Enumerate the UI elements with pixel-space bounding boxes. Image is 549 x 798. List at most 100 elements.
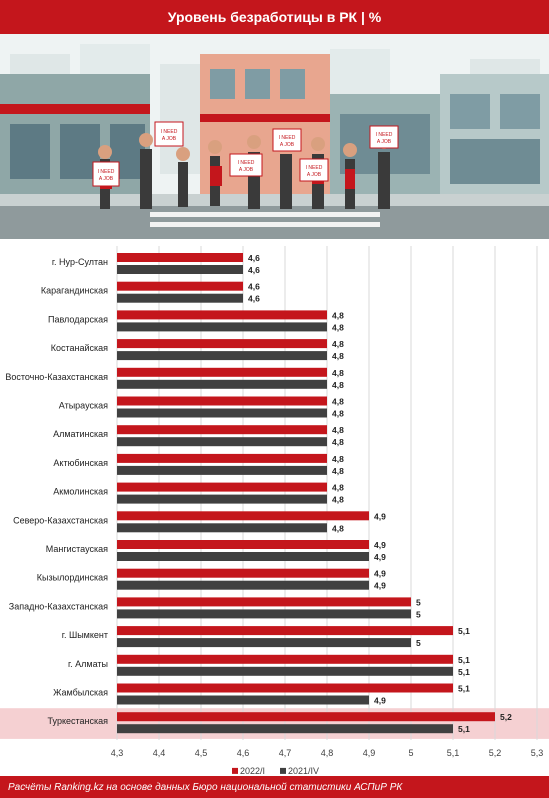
bar-2022-I (117, 654, 453, 664)
bar-2022-I (117, 281, 243, 291)
data-label-2022-I: 4,8 (332, 483, 344, 493)
bar-2022-I (117, 453, 327, 463)
category-label: Северо-Казахстанская (13, 515, 108, 525)
data-label-2022-I: 4,8 (332, 425, 344, 435)
legend-label-2021-IV: 2021/IV (288, 766, 319, 775)
data-label-2022-I: 4,9 (374, 569, 386, 579)
x-tick-label: 5,3 (531, 748, 544, 758)
data-label-2021-IV: 4,8 (332, 351, 344, 361)
chart-title: Уровень безработицы в РК | % (0, 0, 549, 34)
category-label: Кызылординская (37, 573, 108, 583)
data-label-2021-IV: 4,8 (332, 409, 344, 419)
bar-chart-container: г. Нур-Султан 4,6 4,6 Карагандинская 4,6 4,6 П… (0, 240, 549, 776)
svg-text:A JOB: A JOB (307, 172, 322, 178)
data-label-2022-I: 4,8 (332, 454, 344, 464)
data-label-2021-IV: 4,6 (248, 265, 260, 275)
sign-left: I NEED A JOB (92, 161, 120, 187)
data-label-2021-IV: 4,9 (374, 696, 386, 706)
data-label-2022-I: 4,8 (332, 339, 344, 349)
data-label-2021-IV: 5,1 (458, 667, 470, 677)
category-label: г. Алматы (68, 659, 108, 669)
bar-2021-IV (117, 695, 369, 705)
sign-mid-right: I NEED A JOB (272, 128, 302, 152)
bar-2021-IV (117, 351, 327, 361)
svg-text:I NEED: I NEED (98, 169, 115, 175)
bar-2021-IV (117, 465, 327, 475)
svg-text:A JOB: A JOB (280, 142, 295, 148)
data-label-2022-I: 4,9 (374, 511, 386, 521)
data-label-2021-IV: 5 (416, 638, 421, 648)
x-tick-label: 5 (408, 748, 413, 758)
bar-2022-I (117, 511, 369, 521)
svg-text:I NEED: I NEED (306, 165, 323, 171)
data-label-2022-I: 5,1 (458, 626, 470, 636)
sign-center: I NEED A JOB (229, 153, 263, 177)
data-label-2022-I: 5,2 (500, 712, 512, 722)
category-label: Алматинская (53, 429, 108, 439)
bar-2021-IV (117, 580, 369, 590)
x-tick-label: 4,4 (153, 748, 166, 758)
data-label-2022-I: 5 (416, 597, 421, 607)
bar-2022-I (117, 253, 243, 262)
bar-2022-I (117, 339, 327, 349)
bar-2022-I (117, 568, 369, 578)
data-label-2022-I: 4,6 (248, 253, 260, 263)
data-label-2021-IV: 4,8 (332, 466, 344, 476)
sign-mid-left: I NEED A JOB (154, 121, 184, 147)
data-label-2021-IV: 4,8 (332, 523, 344, 533)
unemployment-bar-chart: г. Нур-Султан 4,6 4,6 Карагандинская 4,6 4,6 П… (0, 246, 549, 776)
svg-text:A JOB: A JOB (99, 176, 114, 182)
data-label-2021-IV: 4,6 (248, 294, 260, 304)
bar-2022-I (117, 482, 327, 492)
city-street-illustration: I NEED A JOB I NEED A JOB I NEED A JOB I… (0, 34, 549, 239)
data-label-2022-I: 5,1 (458, 655, 470, 665)
svg-text:A JOB: A JOB (162, 136, 177, 142)
bar-2021-IV (117, 638, 411, 648)
bar-2022-I (117, 626, 453, 636)
bar-2022-I (117, 367, 327, 377)
svg-text:A JOB: A JOB (239, 167, 254, 173)
category-label: Восточно-Казахстанская (5, 372, 108, 382)
data-label-2022-I: 4,8 (332, 397, 344, 407)
data-label-2022-I: 4,8 (332, 368, 344, 378)
legend-swatch-2022-I (232, 767, 238, 774)
x-tick-label: 4,7 (279, 748, 292, 758)
svg-text:I NEED: I NEED (376, 132, 393, 138)
x-tick-label: 4,5 (195, 748, 208, 758)
protest-illustration: I NEED A JOB I NEED A JOB I NEED A JOB I… (0, 34, 549, 239)
data-label-2022-I: 4,6 (248, 282, 260, 292)
bar-2022-I (117, 310, 327, 320)
bar-2021-IV (117, 437, 327, 447)
x-tick-label: 4,9 (363, 748, 376, 758)
bar-2021-IV (117, 523, 327, 533)
bar-2022-I (117, 540, 369, 549)
sign-right-1: I NEED A JOB (299, 158, 329, 182)
data-label-2021-IV: 4,8 (332, 437, 344, 447)
bar-2022-I (117, 683, 453, 693)
bar-2021-IV (117, 322, 327, 332)
svg-text:I NEED: I NEED (238, 160, 255, 166)
bar-2022-I (117, 597, 411, 607)
bar-2021-IV (117, 494, 327, 504)
bar-2021-IV (117, 265, 243, 274)
source-footer: Расчёты Ranking.kz на основе данных Бюро… (0, 776, 549, 798)
data-label-2021-IV: 4,8 (332, 380, 344, 390)
category-label: г. Нур-Султан (52, 257, 108, 267)
data-label-2022-I: 5,1 (458, 684, 470, 694)
bar-2021-IV (117, 552, 369, 561)
x-tick-label: 5,2 (489, 748, 502, 758)
category-label: Атырауская (59, 401, 108, 411)
category-label: Павлодарская (48, 314, 108, 324)
data-label-2021-IV: 4,9 (374, 552, 386, 562)
bar-2022-I (117, 425, 327, 435)
x-tick-label: 4,6 (237, 748, 250, 758)
category-label: Западно-Казахстанская (9, 601, 108, 611)
x-tick-label: 5,1 (447, 748, 460, 758)
data-label-2021-IV: 4,8 (332, 495, 344, 505)
category-label: Актюбинская (53, 458, 108, 468)
bar-2021-IV (117, 408, 327, 418)
bar-2021-IV (117, 609, 411, 619)
category-label: Мангистауская (46, 544, 108, 554)
data-label-2022-I: 4,9 (374, 540, 386, 550)
sign-right-2: I NEED A JOB (369, 125, 399, 149)
